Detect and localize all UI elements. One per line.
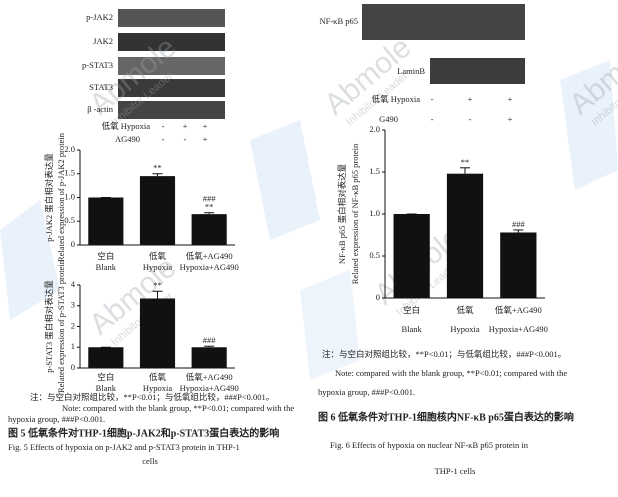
condition-label: G490 bbox=[379, 114, 398, 124]
y-axis-label: p-STAT3 蛋白相对表达量 bbox=[44, 280, 54, 373]
decor bbox=[300, 270, 360, 380]
x-tick-label: Hypoxia bbox=[143, 262, 173, 272]
bar bbox=[139, 298, 176, 368]
condition-sign: - bbox=[162, 134, 165, 144]
y-axis-label: p-JAK2 蛋白相对表达量 bbox=[44, 153, 54, 242]
x-tick-label: Hypoxia+AG490 bbox=[489, 324, 548, 334]
significance-label: ### bbox=[203, 335, 217, 345]
y-tick-label: 1.5 bbox=[369, 166, 380, 176]
condition-sign: + bbox=[508, 94, 513, 104]
y-tick-label: 1 bbox=[71, 341, 75, 351]
y-tick-label: 1.0 bbox=[64, 191, 75, 201]
y-tick-label: 2.0 bbox=[64, 144, 75, 154]
note: 注：与空白对照组比较，**P<0.01；与低氧组比较，###P<0.001。 bbox=[30, 392, 274, 402]
x-tick-label: 空白 bbox=[403, 305, 420, 315]
bar bbox=[88, 197, 124, 245]
blot-label: NF-κB p65 bbox=[319, 16, 358, 26]
condition-sign: + bbox=[183, 121, 188, 131]
y-tick-label: 2 bbox=[71, 320, 75, 330]
blot-right bbox=[362, 4, 525, 84]
condition-label: 低氧 Hypoxia bbox=[372, 94, 421, 104]
y-tick-label: 0.5 bbox=[369, 250, 380, 260]
y-tick-label: 1.0 bbox=[369, 208, 380, 218]
y-tick-label: 1.5 bbox=[64, 168, 75, 178]
bar bbox=[393, 214, 430, 298]
blot-label: LaminB bbox=[397, 66, 425, 76]
condition-sign: + bbox=[203, 134, 208, 144]
blot-left bbox=[118, 9, 225, 119]
note: 注：与空白对照组比较，**P<0.01；与低氧组比较，###P<0.001。 bbox=[322, 349, 566, 359]
y-axis-label: Related expression of NF-κB p65 protein bbox=[350, 143, 360, 284]
y-axis-label: NF-κB p65 蛋白相对表达量 bbox=[337, 163, 347, 264]
bar bbox=[191, 214, 227, 245]
x-tick-label: Blank bbox=[96, 262, 117, 272]
caption: 图 5 低氧条件对THP-1细胞p-JAK2和p-STAT3蛋白表达的影响 bbox=[8, 426, 279, 439]
x-tick-label: Hypoxia bbox=[143, 383, 173, 393]
x-tick-label: Blank bbox=[402, 324, 423, 334]
condition-sign: - bbox=[431, 114, 434, 124]
significance-label: ** bbox=[461, 157, 470, 167]
significance-label: ** bbox=[205, 202, 214, 212]
note: hypoxia group, ###P<0.001. bbox=[318, 387, 415, 397]
bar bbox=[500, 232, 537, 298]
x-tick-label: 低氧+AG490 bbox=[186, 251, 233, 261]
y-axis-label: Related expression of p-JAK2 protein bbox=[56, 132, 66, 262]
x-tick-label: 低氧 bbox=[149, 372, 167, 382]
y-tick-label: 0 bbox=[71, 239, 75, 249]
condition-sign: - bbox=[162, 121, 165, 131]
blot-label: STAT3 bbox=[89, 82, 113, 92]
x-tick-label: 低氧 bbox=[149, 251, 167, 261]
condition-label: 低氧 Hypoxia bbox=[102, 121, 151, 131]
decor bbox=[560, 60, 618, 190]
blot-label: p-STAT3 bbox=[82, 60, 113, 70]
x-tick-label: 低氧+AG490 bbox=[186, 372, 233, 382]
decor bbox=[0, 200, 60, 320]
condition-label: AG490 bbox=[115, 134, 140, 144]
caption: Fig. 6 Effects of hypoxia on nuclear NF-… bbox=[330, 440, 529, 450]
x-tick-label: Hypoxia+AG490 bbox=[180, 262, 239, 272]
y-axis-label: Related expression of p-STAT3 protein bbox=[56, 259, 66, 393]
y-tick-label: 0 bbox=[376, 292, 380, 302]
x-tick-label: 空白 bbox=[97, 372, 114, 382]
x-tick-label: 低氧+AG490 bbox=[495, 305, 542, 315]
blot-label: p-JAK2 bbox=[86, 12, 113, 22]
decor bbox=[250, 120, 320, 240]
caption: Fig. 5 Effects of hypoxia on p-JAK2 and … bbox=[8, 442, 240, 452]
blot-label: β -actin bbox=[87, 104, 114, 114]
y-tick-label: 0 bbox=[71, 362, 75, 372]
condition-sign: + bbox=[203, 121, 208, 131]
x-tick-label: Blank bbox=[96, 383, 117, 393]
significance-label: ### bbox=[512, 219, 526, 229]
note: Note: compared with the blank group, **P… bbox=[62, 403, 294, 413]
condition-sign: + bbox=[508, 114, 513, 124]
caption: THP-1 cells bbox=[435, 466, 476, 476]
condition-sign: - bbox=[469, 114, 472, 124]
x-tick-label: Hypoxia+AG490 bbox=[180, 383, 239, 393]
note: hypoxia group, ###P<0.001. bbox=[8, 414, 105, 424]
significance-label: ### bbox=[203, 194, 217, 204]
y-tick-label: 3 bbox=[71, 300, 75, 310]
blot-label: JAK2 bbox=[93, 36, 113, 46]
x-tick-label: 空白 bbox=[97, 251, 114, 261]
bar bbox=[446, 173, 484, 298]
significance-label: ** bbox=[153, 280, 162, 290]
bar bbox=[191, 347, 227, 368]
bar bbox=[88, 347, 124, 368]
note: Note: compared with the blank group, **P… bbox=[335, 368, 567, 378]
condition-sign: - bbox=[184, 134, 187, 144]
caption: cells bbox=[142, 456, 158, 466]
condition-sign: + bbox=[468, 94, 473, 104]
condition-sign: - bbox=[431, 94, 434, 104]
significance-label: ** bbox=[153, 163, 162, 173]
x-tick-label: Hypoxia bbox=[450, 324, 480, 334]
y-tick-label: 4 bbox=[71, 279, 76, 289]
y-tick-label: 0.5 bbox=[64, 215, 75, 225]
x-tick-label: 低氧 bbox=[456, 305, 474, 315]
y-tick-label: 2.0 bbox=[369, 124, 380, 134]
caption: 图 6 低氧条件对THP-1细胞核内NF-κB p65蛋白表达的影响 bbox=[318, 410, 574, 423]
bar bbox=[139, 176, 176, 245]
